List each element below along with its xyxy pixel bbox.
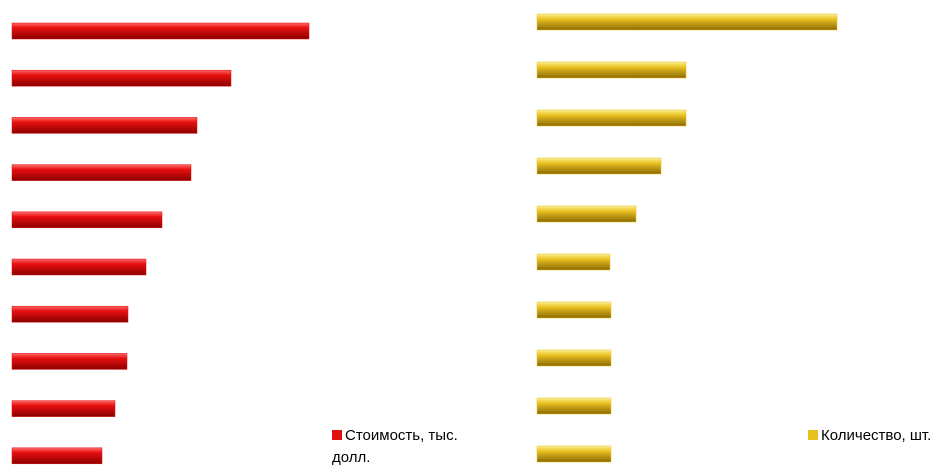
legend: Стоимость, тыс. долл. <box>332 425 462 466</box>
bar <box>536 349 612 367</box>
legend: Количество, шт. <box>808 425 936 447</box>
bar <box>536 61 687 79</box>
bar <box>536 397 612 415</box>
bar <box>11 258 147 276</box>
legend-label: Стоимость, тыс. долл. <box>332 427 458 466</box>
bar <box>11 22 310 40</box>
bar <box>11 164 192 181</box>
bar <box>11 117 198 134</box>
bar <box>536 253 611 271</box>
bar <box>11 353 128 370</box>
bar <box>11 400 116 417</box>
bar <box>11 305 129 323</box>
bar <box>536 301 612 319</box>
bar <box>11 211 163 229</box>
bar <box>11 447 103 465</box>
bar <box>536 13 838 31</box>
bar <box>536 445 612 463</box>
bar <box>536 157 662 175</box>
bar <box>536 109 687 127</box>
legend-swatch <box>808 430 818 440</box>
bar <box>536 205 637 223</box>
legend-label: Количество, шт. <box>821 427 932 444</box>
legend-swatch <box>332 430 342 440</box>
bar <box>11 69 232 87</box>
